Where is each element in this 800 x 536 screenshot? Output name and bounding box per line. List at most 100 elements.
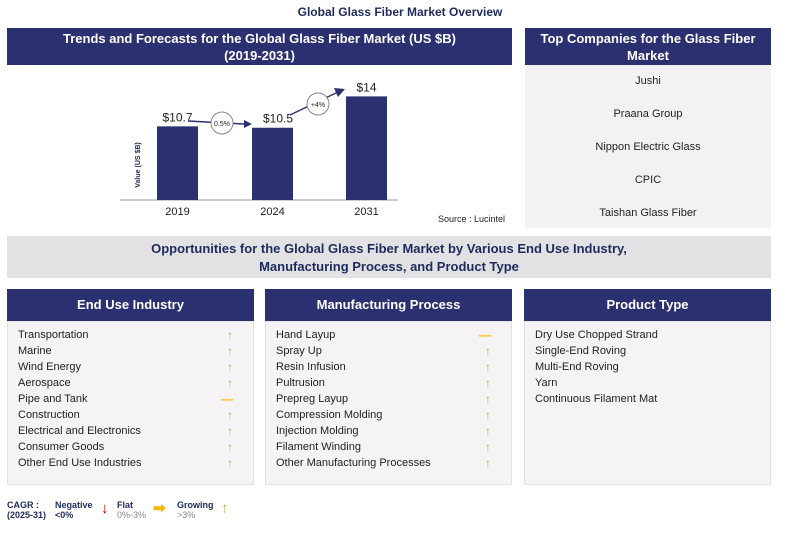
- arrow-down-icon: ↓: [101, 500, 109, 517]
- cagr-label: +4%: [311, 102, 325, 109]
- item-label: Yarn: [535, 377, 558, 389]
- column-header: Product Type: [524, 289, 771, 321]
- item-label: Filament Winding: [276, 441, 361, 453]
- list-item: Compression Molding ↑: [266, 407, 511, 423]
- legend-period: (2025-31): [7, 510, 47, 520]
- source-label: Source : Lucintel: [438, 214, 505, 224]
- cagr-circle: [306, 92, 330, 116]
- bar-2031: [346, 96, 387, 200]
- cagr-circle: [210, 111, 234, 135]
- trend-up-icon: ↑: [485, 440, 491, 454]
- trend-flat-icon: —: [479, 328, 491, 342]
- list-item: Multi-End Roving: [525, 359, 770, 375]
- list-item: Filament Winding ↑: [266, 439, 511, 455]
- trend-up-icon: ↑: [227, 360, 233, 374]
- item-label: Injection Molding: [276, 425, 359, 437]
- trend-up-icon: ↑: [227, 456, 233, 470]
- list-item: Wind Energy ↑: [8, 359, 253, 375]
- list-item: Transportation ↑: [8, 327, 253, 343]
- opportunities-title-1: Opportunities for the Global Glass Fiber…: [151, 241, 627, 256]
- item-label: Other End Use Industries: [18, 457, 142, 469]
- legend-growing-label: Growing: [177, 500, 214, 510]
- trend-up-icon: ↑: [227, 344, 233, 358]
- legend-growing-range: >3%: [177, 510, 196, 520]
- list-item: Electrical and Electronics ↑: [8, 423, 253, 439]
- list-item: Hand Layup —: [266, 327, 511, 343]
- item-label: Dry Use Chopped Strand: [535, 329, 658, 341]
- item-label: Aerospace: [18, 377, 71, 389]
- legend-growing: Growing >3%: [177, 500, 214, 520]
- legend-negative: Negative <0%: [55, 500, 93, 520]
- item-label: Single-End Roving: [535, 345, 627, 357]
- trend-up-icon: ↑: [227, 408, 233, 422]
- trend-up-icon: ↑: [227, 440, 233, 454]
- item-label: Multi-End Roving: [535, 361, 619, 373]
- x-tick-label: 2031: [354, 206, 378, 218]
- list-item: Prepreg Layup ↑: [266, 391, 511, 407]
- list-item: Pipe and Tank —: [8, 391, 253, 407]
- arrow-up-icon: ↑: [221, 500, 229, 517]
- item-label: Pipe and Tank: [18, 393, 88, 405]
- trend-flat-icon: —: [221, 392, 233, 406]
- bar-2019: [157, 126, 198, 200]
- trend-up-icon: ↑: [485, 392, 491, 406]
- list-item: Resin Infusion ↑: [266, 359, 511, 375]
- column-product-type: Product Type Dry Use Chopped Strand Single…: [524, 289, 771, 485]
- opportunities-title-2: Manufacturing Process, and Product Type: [259, 259, 519, 274]
- chart-title: Trends and Forecasts for the Global Glas…: [63, 31, 456, 46]
- opportunities-banner: Opportunities for the Global Glass Fiber…: [7, 236, 771, 278]
- x-tick-label: 2019: [165, 206, 189, 218]
- item-label: Transportation: [18, 329, 89, 341]
- trend-up-icon: ↑: [485, 456, 491, 470]
- list-item: Dry Use Chopped Strand: [525, 327, 770, 343]
- company-item: Taishan Glass Fiber: [599, 207, 697, 219]
- chart-header: Trends and Forecasts for the Global Glas…: [7, 28, 512, 65]
- item-label: Resin Infusion: [276, 361, 346, 373]
- item-label: Hand Layup: [276, 329, 336, 341]
- column-end-use: End Use Industry Transportation ↑ Marine ↑ Wi…: [7, 289, 254, 485]
- bar-chart: Value (US $B) 2019 $10.7 2024 $10.5 2031 $14 0.…: [120, 80, 505, 224]
- list-item: Single-End Roving: [525, 343, 770, 359]
- trend-up-icon: ↑: [227, 328, 233, 342]
- item-label: Other Manufacturing Processes: [276, 457, 431, 469]
- data-label: $10.5: [263, 112, 293, 126]
- company-item: CPIC: [634, 174, 662, 186]
- column-header: End Use Industry: [7, 289, 254, 321]
- list-item: Construction ↑: [8, 407, 253, 423]
- data-label: $14: [356, 80, 376, 94]
- legend-flat-range: 0%-3%: [117, 510, 147, 520]
- bar-2024: [252, 127, 293, 200]
- company-item: Jushi: [635, 75, 661, 87]
- column-header: Manufacturing Process: [265, 289, 512, 321]
- trend-up-icon: ↑: [485, 344, 491, 358]
- item-label: Compression Molding: [276, 409, 383, 421]
- companies-header: Top Companies for the Glass Fiber Market: [525, 28, 771, 65]
- item-label: Prepreg Layup: [276, 393, 349, 405]
- arrowhead: [334, 88, 345, 97]
- x-tick-label: 2024: [260, 206, 284, 218]
- legend-negative-range: <0%: [55, 510, 74, 520]
- trend-up-icon: ↑: [485, 408, 491, 422]
- legend-cagr-label: CAGR :: [7, 500, 39, 510]
- y-axis-label: Value (US $B): [135, 142, 142, 188]
- page-title: Global Glass Fiber Market Overview: [297, 5, 503, 19]
- item-label: Spray Up: [276, 345, 322, 357]
- list-item: Consumer Goods ↑: [8, 439, 253, 455]
- list-item: Marine ↑: [8, 343, 253, 359]
- item-label: Pultrusion: [276, 377, 325, 389]
- list-item: Other Manufacturing Processes ↑: [266, 455, 511, 471]
- legend-flat-label: Flat: [117, 500, 134, 510]
- trend-up-icon: ↑: [227, 424, 233, 438]
- list-item: Injection Molding ↑: [266, 423, 511, 439]
- item-label: Consumer Goods: [18, 441, 105, 453]
- companies-list: Jushi Praana Group Nippon Electric Glass CP…: [525, 65, 771, 228]
- list-item: Spray Up ↑: [266, 343, 511, 359]
- item-label: Electrical and Electronics: [18, 425, 141, 437]
- item-label: Continuous Filament Mat: [535, 393, 658, 405]
- legend-flat: Flat 0%-3%: [117, 500, 146, 520]
- trend-up-icon: ↑: [485, 424, 491, 438]
- cagr-label: 0.5%: [214, 121, 230, 128]
- chart-subtitle: (2019-2031): [224, 48, 295, 63]
- item-label: Construction: [18, 409, 80, 421]
- column-list: Transportation ↑ Marine ↑ Wind Energy ↑ Aerosp…: [7, 321, 254, 485]
